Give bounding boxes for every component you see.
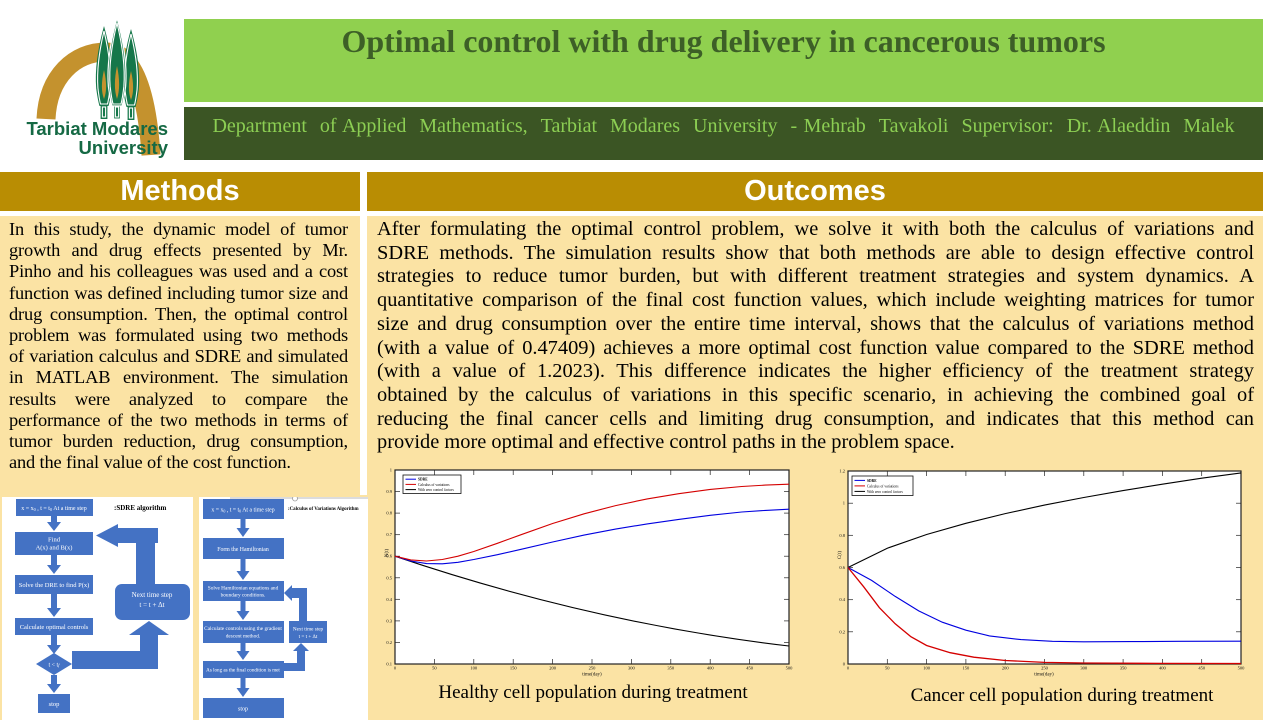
svg-text:400: 400 <box>1159 666 1167 671</box>
svg-text:stop: stop <box>238 707 248 713</box>
svg-text:Form the Hamiltonian: Form the Hamiltonian <box>217 547 269 553</box>
svg-text:0.5: 0.5 <box>386 575 392 580</box>
svg-text:stop: stop <box>49 701 60 708</box>
svg-text:time(day): time(day) <box>582 673 602 678</box>
svg-text:University: University <box>79 137 169 158</box>
svg-text:500: 500 <box>786 666 794 671</box>
svg-text:Next time step: Next time step <box>132 591 173 599</box>
svg-text::SDRE algorithm: :SDRE algorithm <box>114 504 166 512</box>
svg-text:With zero control factors: With zero control factors <box>867 490 903 494</box>
svg-text:Calculate controls using the g: Calculate controls using the gradient <box>204 626 282 632</box>
svg-text:SDRE: SDRE <box>418 478 428 482</box>
svg-text:0.4: 0.4 <box>839 597 845 602</box>
svg-text:0: 0 <box>843 662 846 667</box>
svg-text:200: 200 <box>1002 666 1010 671</box>
svg-text:0.4: 0.4 <box>386 597 392 602</box>
svg-text:0.2: 0.2 <box>386 640 392 645</box>
svg-text:100: 100 <box>923 666 931 671</box>
svg-text:0: 0 <box>394 666 397 671</box>
svg-text:Cancer cell population during: Cancer cell population during treatment <box>911 685 1215 706</box>
svg-text:As long as the final condition: As long as the final condition is met <box>206 667 280 674</box>
svg-text:Calculus of variations: Calculus of variations <box>418 483 450 487</box>
svg-text:x = x0 , t = t0 At a time ste: x = x0 , t = t0 At a time step <box>211 508 274 514</box>
svg-text:0.1: 0.1 <box>386 662 392 667</box>
svg-text:x = x0 , t = t0 At a time ste: x = x0 , t = t0 At a time step <box>21 506 86 512</box>
svg-text:Solve Hamiltonian equations an: Solve Hamiltonian equations and <box>208 586 279 592</box>
svg-text:Solve the DRE to find P(x): Solve the DRE to find P(x) <box>19 582 90 589</box>
svg-text:350: 350 <box>1120 666 1128 671</box>
svg-text:0.3: 0.3 <box>386 618 392 623</box>
svg-text:A(x) and B(x): A(x) and B(x) <box>36 545 73 552</box>
svg-text:0.8: 0.8 <box>839 533 845 538</box>
svg-text:t < tf: t < tf <box>49 663 61 669</box>
svg-text:150: 150 <box>963 666 971 671</box>
svg-text:C(t): C(t) <box>838 551 843 559</box>
svg-text:200: 200 <box>549 666 557 671</box>
svg-text:descent method.: descent method. <box>226 634 260 640</box>
svg-text:0: 0 <box>847 666 850 671</box>
svg-text:With zero control factors: With zero control factors <box>418 488 454 492</box>
svg-text:0.2: 0.2 <box>839 629 845 634</box>
svg-text:Calculate optimal controls: Calculate optimal controls <box>20 624 89 631</box>
svg-text:450: 450 <box>746 666 754 671</box>
svg-text:150: 150 <box>510 666 518 671</box>
svg-text:250: 250 <box>1041 666 1049 671</box>
svg-text:N(t): N(t) <box>385 549 390 558</box>
svg-text:50: 50 <box>432 666 437 671</box>
svg-text:0.8: 0.8 <box>386 511 392 516</box>
svg-text:1: 1 <box>843 501 845 506</box>
svg-text:450: 450 <box>1198 666 1206 671</box>
svg-text:50: 50 <box>885 666 890 671</box>
svg-text:Calculus of variations: Calculus of variations <box>867 484 899 488</box>
svg-text:0.6: 0.6 <box>386 554 392 559</box>
svg-text:Healthy cell population during: Healthy cell population during treatment <box>438 682 748 703</box>
svg-text:t = t + Δt: t = t + Δt <box>139 601 164 609</box>
svg-text:350: 350 <box>667 666 675 671</box>
svg-text:t = t + Δt: t = t + Δt <box>299 634 318 640</box>
svg-text:400: 400 <box>707 666 715 671</box>
svg-text:Next time step: Next time step <box>293 627 324 633</box>
svg-text:300: 300 <box>1080 666 1088 671</box>
svg-text:Tarbiat Modares: Tarbiat Modares <box>26 118 168 139</box>
svg-text:time(day): time(day) <box>1034 673 1054 678</box>
svg-text:1.2: 1.2 <box>839 469 845 474</box>
svg-text:Find: Find <box>48 537 61 544</box>
svg-text:0.7: 0.7 <box>386 532 392 537</box>
svg-text:1: 1 <box>390 468 392 473</box>
svg-text:0.9: 0.9 <box>386 489 392 494</box>
svg-text:100: 100 <box>470 666 478 671</box>
svg-text:SDRE: SDRE <box>867 479 877 483</box>
svg-text:500: 500 <box>1238 666 1246 671</box>
svg-text:0.6: 0.6 <box>839 565 845 570</box>
svg-text:boundary conditions.: boundary conditions. <box>221 593 266 599</box>
svg-text::Calculus of Variations Algori: :Calculus of Variations Algorithm <box>288 507 359 512</box>
svg-text:300: 300 <box>628 666 636 671</box>
svg-text:250: 250 <box>589 666 597 671</box>
